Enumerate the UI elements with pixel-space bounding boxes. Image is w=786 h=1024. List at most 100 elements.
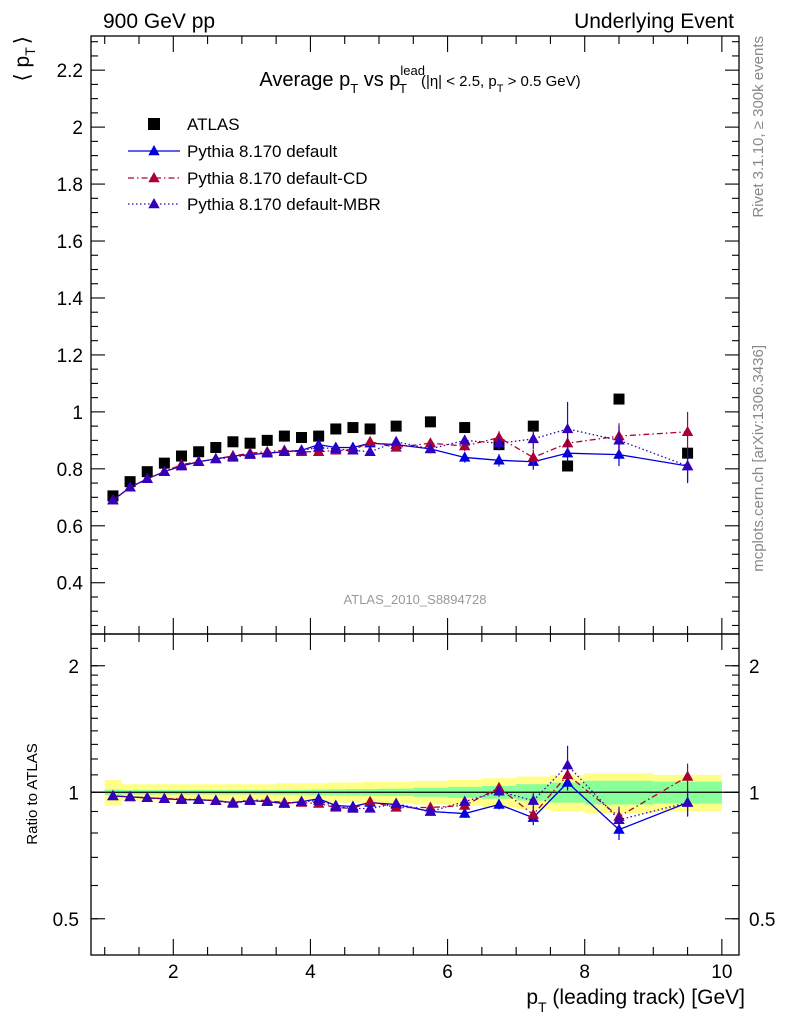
main-point-atlas-9 xyxy=(261,434,273,446)
main-point-mbr-2 xyxy=(141,472,153,484)
ratio-point-mbr-23 xyxy=(681,796,694,807)
main-point-atlas-22 xyxy=(613,393,625,405)
main-point-atlas-12 xyxy=(313,430,325,442)
main-point-mbr-16 xyxy=(390,435,402,446)
main-point-mbr-3 xyxy=(158,465,171,476)
ratio-axis-label: Ratio to ATLAS xyxy=(24,743,41,844)
legend-label-atlas: ATLAS xyxy=(187,115,240,134)
main-point-mbr-19 xyxy=(493,437,505,448)
ratio-point-mbr-20 xyxy=(527,794,539,805)
main-point-mbr-7 xyxy=(227,451,239,462)
main-point-mbr-15 xyxy=(364,445,376,456)
main-point-atlas-3 xyxy=(158,457,170,469)
main-point-mbr-22 xyxy=(613,434,625,445)
legend-marker-mbr xyxy=(148,198,160,209)
ratio-ytick-label-1: 1 xyxy=(68,783,79,804)
main-point-mbr-17 xyxy=(424,442,437,454)
ratio-point-mbr-12 xyxy=(312,794,325,805)
main-point-default-18 xyxy=(459,451,471,462)
main-point-mbr-9 xyxy=(261,447,273,458)
main-point-mbr-4 xyxy=(175,459,188,471)
main-point-cd-23 xyxy=(681,425,694,437)
main-point-atlas-2 xyxy=(141,466,153,478)
main-ytick-label-4: 1.2 xyxy=(57,346,83,367)
main-point-cd-16 xyxy=(390,441,402,452)
main-point-mbr-21 xyxy=(561,422,574,434)
ratio-point-mbr-22 xyxy=(613,813,625,824)
xtick-label-2: 6 xyxy=(442,962,453,983)
main-point-atlas-4 xyxy=(176,450,188,462)
legend-entry-cd: Pythia 8.170 default-CD xyxy=(128,169,368,188)
ratio-ytick-label-right-1: 1 xyxy=(749,783,760,804)
xtick-label-4: 10 xyxy=(711,962,732,983)
ratio-point-mbr-5 xyxy=(192,793,205,804)
main-point-atlas-8 xyxy=(244,437,256,449)
ratio-point-mbr-18 xyxy=(459,795,471,806)
ratio-point-mbr-8 xyxy=(244,794,256,805)
main-point-mbr-5 xyxy=(192,455,205,466)
ratio-point-mbr-4 xyxy=(175,793,188,804)
main-point-mbr-23 xyxy=(681,459,694,471)
ratio-point-cd-20 xyxy=(527,808,539,819)
main-point-atlas-15 xyxy=(364,423,376,435)
main-ytick-label-5: 1.4 xyxy=(57,289,84,310)
main-point-atlas-21 xyxy=(562,460,574,472)
ratio-point-mbr-7 xyxy=(227,797,239,808)
main-point-mbr-0 xyxy=(107,494,119,505)
ratio-ytick-label-right-2: 2 xyxy=(749,657,760,678)
main-panel-series xyxy=(107,393,694,505)
main-ytick-label-2: 0.8 xyxy=(57,460,83,481)
ratio-point-cd-15 xyxy=(364,795,376,806)
main-point-atlas-13 xyxy=(330,423,342,435)
ratio-point-default-19 xyxy=(493,798,505,809)
legend-label-cd: Pythia 8.170 default-CD xyxy=(187,169,368,188)
ratio-point-mbr-2 xyxy=(141,791,153,803)
main-point-mbr-10 xyxy=(278,445,291,456)
ratio-point-mbr-15 xyxy=(364,802,376,813)
ratio-point-mbr-21 xyxy=(561,759,574,770)
main-point-atlas-6 xyxy=(210,441,222,453)
ratio-point-mbr-10 xyxy=(278,797,291,808)
xtick-label-0: 2 xyxy=(168,962,179,983)
legend-entry-atlas: ATLAS xyxy=(148,115,240,134)
y-axis-label: ⟨ pT⟩ xyxy=(11,36,38,81)
main-point-mbr-13 xyxy=(330,442,342,454)
mcplots-label: mcplots.cern.ch [arXiv:1306.3436] xyxy=(750,345,767,572)
main-point-mbr-1 xyxy=(124,481,136,492)
ratio-point-cd-23 xyxy=(681,770,694,781)
ratio-point-mbr-14 xyxy=(347,802,359,813)
main-point-atlas-20 xyxy=(527,420,539,432)
legend-marker-default xyxy=(148,145,160,156)
main-point-mbr-8 xyxy=(244,448,256,459)
ratio-point-mbr-13 xyxy=(330,800,342,811)
main-ytick-label-1: 0.6 xyxy=(57,517,83,538)
header-right: Underlying Event xyxy=(574,10,734,33)
ratio-ytick-label-2: 2 xyxy=(68,657,79,678)
ratio-point-mbr-16 xyxy=(390,797,402,808)
main-point-cd-20 xyxy=(527,451,539,462)
main-point-cd-15 xyxy=(364,435,376,446)
main-point-mbr-18 xyxy=(459,434,471,445)
main-point-mbr-20 xyxy=(527,432,539,444)
x-axis-label: pT (leading track) [GeV] xyxy=(526,986,745,1015)
rivet-version-label: Rivet 3.1.10, ≥ 300k events xyxy=(750,36,767,218)
main-point-atlas-7 xyxy=(227,436,239,448)
legend-entry-default: Pythia 8.170 default xyxy=(128,142,338,161)
ratio-point-mbr-19 xyxy=(493,785,505,796)
main-ytick-label-9: 2.2 xyxy=(57,61,83,82)
main-point-atlas-16 xyxy=(390,420,402,432)
ratio-point-mbr-11 xyxy=(295,795,308,806)
main-line-cd xyxy=(112,431,688,501)
main-series-mbr xyxy=(107,401,694,505)
main-point-mbr-11 xyxy=(295,444,308,455)
ratio-point-mbr-0 xyxy=(107,789,119,801)
main-point-cd-17 xyxy=(424,437,437,448)
axes: 0.4 0.6 0.8 1 1.2 1.4 1.6 1.8 2 2.2 2 4 6 8 10 0.5 0.5 1 1… xyxy=(53,36,775,983)
main-point-atlas-11 xyxy=(296,432,308,444)
legend-label-mbr: Pythia 8.170 default-MBR xyxy=(187,195,381,214)
main-ytick-label-8: 2 xyxy=(72,118,83,139)
ratio-line-cd xyxy=(112,773,688,818)
main-point-mbr-6 xyxy=(210,452,222,464)
main-point-mbr-14 xyxy=(347,444,359,455)
analysis-watermark: ATLAS_2010_S8894728 xyxy=(344,592,487,607)
